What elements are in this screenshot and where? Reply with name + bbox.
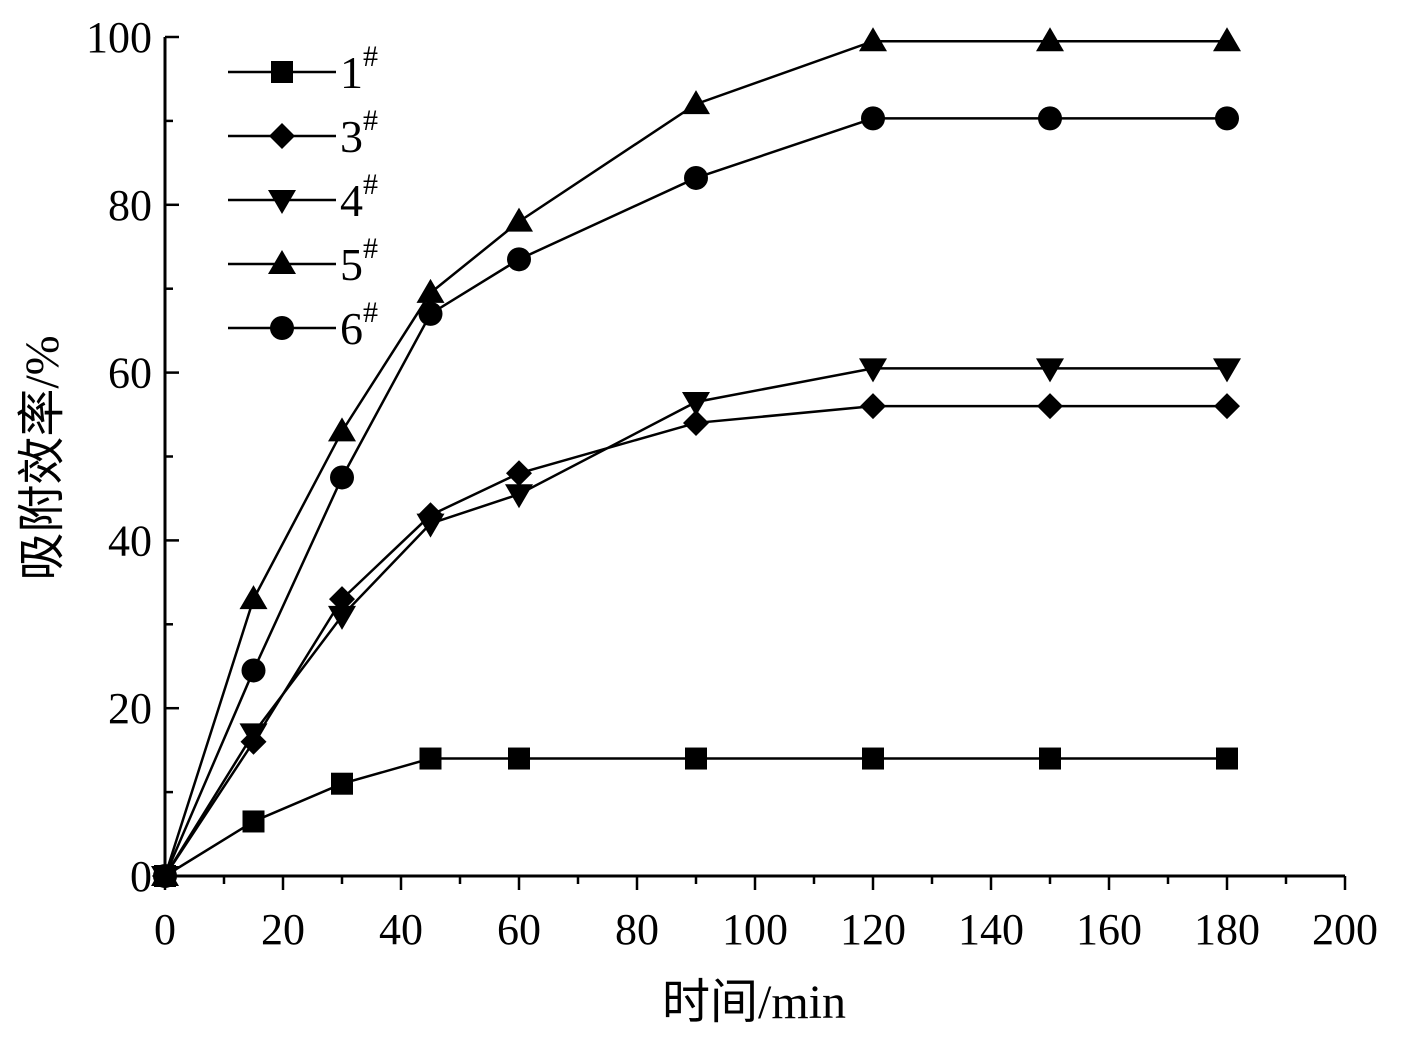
legend-label: 4# xyxy=(340,168,378,226)
data-point xyxy=(328,417,356,442)
legend-marker xyxy=(269,123,295,149)
data-point xyxy=(330,465,354,490)
data-point xyxy=(242,810,265,833)
legend-superscript: # xyxy=(363,232,378,265)
data-point xyxy=(683,409,709,436)
data-point xyxy=(862,747,884,770)
data-point xyxy=(1036,358,1064,383)
data-point xyxy=(1037,393,1063,420)
legend-item-6: 6# xyxy=(228,296,378,354)
x-tick-label: 100 xyxy=(722,905,788,954)
y-tick-label: 60 xyxy=(108,349,152,398)
data-point xyxy=(682,391,710,416)
y-axis-label: 吸附效率/% xyxy=(16,335,69,580)
series-6 xyxy=(153,106,1239,888)
data-point xyxy=(329,586,355,613)
data-point xyxy=(1216,747,1238,770)
x-tick-label: 140 xyxy=(958,905,1024,954)
legend-label: 5# xyxy=(340,232,378,290)
data-point xyxy=(416,278,445,303)
data-point xyxy=(153,864,177,888)
x-tick-label: 160 xyxy=(1076,905,1142,954)
data-point xyxy=(505,484,533,509)
series-4 xyxy=(151,358,1241,890)
legend-superscript: # xyxy=(363,40,378,73)
legend-superscript: # xyxy=(363,168,378,201)
y-tick-label: 20 xyxy=(108,684,152,733)
data-point xyxy=(239,585,268,610)
legend-label: 3# xyxy=(340,104,378,162)
legend-superscript: # xyxy=(363,296,378,329)
data-point xyxy=(1039,747,1061,770)
data-point xyxy=(1214,393,1240,420)
data-point xyxy=(861,106,885,131)
data-point xyxy=(331,772,353,795)
legend-marker xyxy=(268,190,296,214)
data-point xyxy=(506,460,532,487)
x-tick-label: 180 xyxy=(1194,905,1260,954)
axes: 0 20 40 60 80 100 120 140 160 180 200 0 20 40 60 80 100 xyxy=(86,13,1378,954)
legend-item-4: 4# xyxy=(228,168,378,226)
data-point xyxy=(1215,106,1239,131)
series-1 xyxy=(154,747,1238,887)
x-tick-label: 0 xyxy=(154,905,176,954)
y-tick-label: 0 xyxy=(130,852,152,901)
legend-superscript: # xyxy=(363,104,378,137)
data-point xyxy=(860,393,886,420)
y-tick-label: 80 xyxy=(108,181,152,230)
data-point xyxy=(241,658,266,683)
data-point xyxy=(419,747,442,770)
legend-marker xyxy=(270,316,294,340)
data-point xyxy=(505,207,533,232)
x-tick-label: 120 xyxy=(840,905,906,954)
data-point xyxy=(1036,27,1064,52)
series-layer xyxy=(151,27,1241,890)
data-point xyxy=(239,723,268,748)
legend-item-5: 5# xyxy=(228,232,378,290)
legend-item-3: 3# xyxy=(228,104,378,162)
x-tick-label: 20 xyxy=(261,905,305,954)
data-point xyxy=(416,513,445,538)
x-axis-label: 时间/min xyxy=(662,976,846,1029)
series-line xyxy=(164,757,1227,878)
data-point xyxy=(859,27,887,52)
x-tick-label: 40 xyxy=(379,905,423,954)
data-point xyxy=(682,90,710,115)
series-line xyxy=(163,367,1227,877)
legend-marker xyxy=(268,250,296,274)
series-3 xyxy=(152,393,1240,889)
x-tick-label: 200 xyxy=(1312,905,1378,954)
data-point xyxy=(328,605,356,630)
data-point xyxy=(859,358,887,383)
data-point xyxy=(508,747,530,770)
legend: 1# 3# 4# 5# 6# xyxy=(228,40,378,354)
x-tick-label: 80 xyxy=(615,905,659,954)
legend-label: 6# xyxy=(340,296,378,354)
data-point xyxy=(1213,358,1241,383)
x-tick-label: 60 xyxy=(497,905,541,954)
y-tick-label: 100 xyxy=(86,13,152,62)
data-point xyxy=(418,301,443,326)
data-point xyxy=(1213,27,1241,52)
legend-item-1: 1# xyxy=(228,40,378,98)
legend-marker xyxy=(271,61,293,83)
data-point xyxy=(1038,106,1062,131)
data-point xyxy=(684,165,708,190)
data-point xyxy=(685,747,707,770)
y-tick-label: 40 xyxy=(108,516,152,565)
legend-label: 1# xyxy=(340,40,378,98)
series-5 xyxy=(151,27,1241,886)
data-point xyxy=(507,247,531,272)
